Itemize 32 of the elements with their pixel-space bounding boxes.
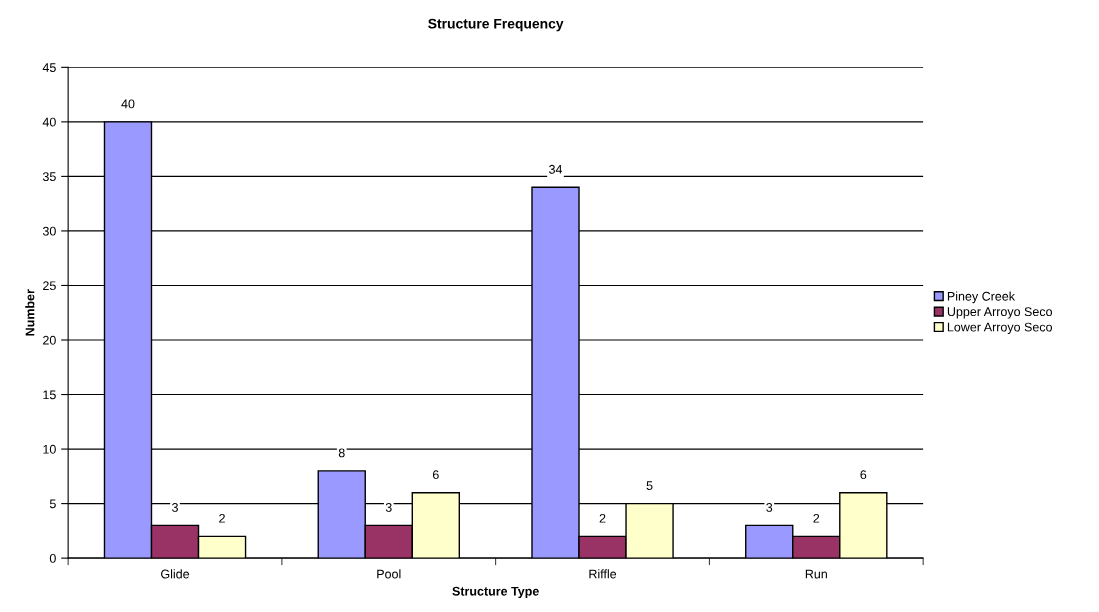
y-tick-label: 15	[43, 390, 56, 400]
y-tick-label: 20	[43, 335, 56, 345]
y-tick-label: 0	[49, 553, 56, 563]
y-tick-label: 40	[42, 117, 56, 127]
y-axis-title: Number	[25, 289, 35, 336]
data-label: 3	[172, 502, 178, 512]
x-axis-title: Structure Type	[452, 586, 539, 599]
x-tick-label: Riffle	[589, 569, 617, 579]
data-label: 5	[646, 481, 653, 491]
y-tick-label: 5	[49, 499, 56, 509]
y-tick-label: 30	[42, 226, 56, 236]
chart-title: Structure Frequency	[428, 18, 564, 32]
data-label: 8	[338, 448, 345, 458]
data-label: 6	[860, 470, 867, 480]
y-tick-label: 25	[43, 281, 56, 291]
data-label: 6	[432, 470, 439, 480]
data-label: 40	[121, 99, 135, 109]
x-tick-label: Run	[805, 569, 827, 579]
x-tick-label: Glide	[161, 569, 190, 579]
y-tick-label: 45	[42, 63, 56, 72]
data-label: 2	[219, 513, 225, 523]
data-label: 2	[813, 513, 820, 523]
legend-label: Piney Creek	[947, 291, 1016, 304]
legend-label: Lower Arroyo Seco	[947, 322, 1052, 334]
x-tick-label: Pool	[377, 569, 401, 579]
data-label: 3	[766, 502, 773, 512]
y-tick-label: 35	[42, 172, 56, 182]
legend-label: Upper Arroyo Seco	[947, 307, 1052, 319]
y-tick-label: 10	[43, 444, 56, 454]
data-label: 2	[599, 513, 606, 523]
data-label: 3	[385, 502, 392, 512]
data-label: 34	[549, 164, 563, 174]
